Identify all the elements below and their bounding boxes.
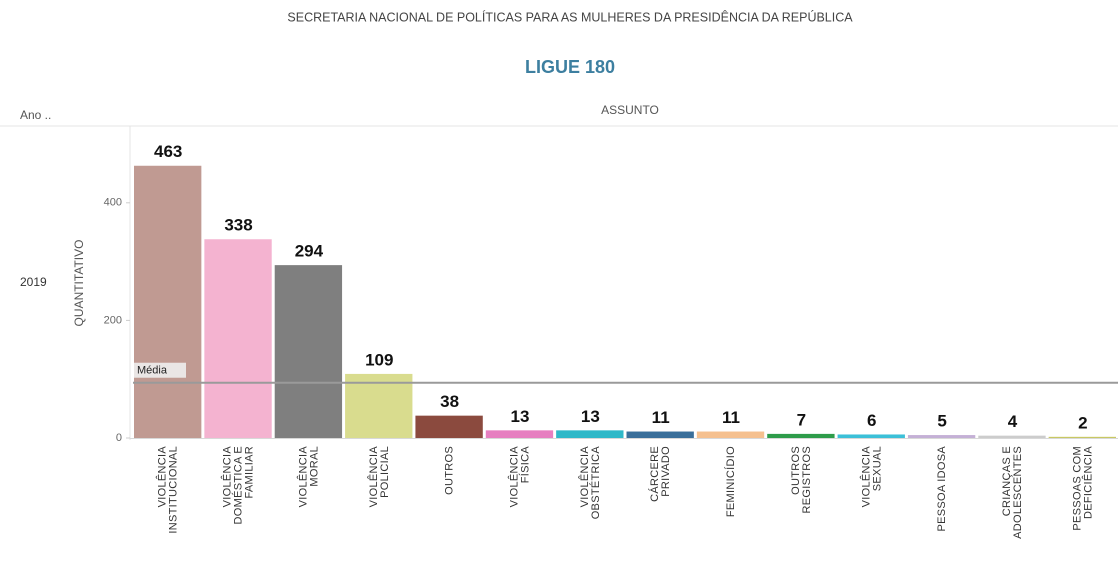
value-label: 5	[937, 412, 946, 431]
reference-label: Média	[137, 365, 168, 377]
bar	[626, 431, 694, 438]
x-tick-label: VIOLÊNCIAMORAL	[296, 446, 320, 508]
bar	[1048, 436, 1116, 438]
bar	[415, 415, 483, 438]
x-tick-label: FEMINICÍDIO	[724, 446, 737, 517]
value-label: 2	[1078, 413, 1087, 432]
value-label: 7	[797, 410, 806, 429]
x-tick-label: VIOLÊNCIAPOLICIAL	[367, 446, 391, 508]
page-title: SECRETARIA NACIONAL DE POLÍTICAS PARA AS…	[287, 9, 853, 24]
value-label: 38	[440, 392, 459, 411]
y-tick-label: 200	[104, 314, 122, 326]
bar	[274, 265, 343, 438]
bar	[696, 431, 765, 438]
x-tick-label: CRIANÇAS EADOLESCENTES	[1001, 446, 1024, 539]
x-tick-label: VIOLÊNCIADOMÉSTICA EFAMILIAR	[220, 446, 255, 525]
value-label: 294	[295, 242, 324, 261]
reference-label-bg	[134, 362, 186, 378]
x-tick-label: PESSOAS COMDEFICIÊNCIA	[1071, 446, 1094, 531]
bar	[767, 433, 835, 438]
y-tick-label: 0	[116, 432, 122, 444]
column-header: ASSUNTO	[601, 103, 659, 117]
row-value: 2019	[20, 275, 47, 289]
value-label: 13	[581, 407, 600, 426]
value-label: 463	[154, 142, 182, 161]
x-tick-label: VIOLÊNCIASEXUAL	[859, 446, 883, 508]
y-tick-label: 400	[104, 197, 122, 209]
x-tick-label: VIOLÊNCIAINSTITUCIONAL	[156, 446, 180, 534]
bar	[485, 430, 554, 438]
x-tick-label: OUTROS	[444, 446, 456, 495]
value-label: 109	[365, 350, 393, 369]
value-label: 13	[511, 407, 530, 426]
value-label: 11	[652, 408, 670, 427]
value-label: 4	[1008, 412, 1018, 431]
x-tick-label: VIOLÊNCIAOBSTÉTRICA	[578, 446, 602, 520]
bar	[134, 165, 202, 439]
bar	[556, 430, 624, 438]
value-label: 338	[224, 216, 252, 235]
bar	[907, 435, 976, 438]
bar	[204, 239, 272, 438]
row-header: Ano ..	[20, 108, 51, 122]
subtitle: LIGUE 180	[525, 57, 615, 77]
x-tick-label: PESSOA IDOSA	[936, 446, 948, 532]
bar	[345, 373, 413, 438]
x-tick-label: OUTROSREGISTROS	[790, 446, 813, 514]
y-axis-label: QUANTITATIVO	[72, 240, 86, 327]
bar	[978, 435, 1046, 438]
bar	[837, 434, 905, 438]
x-tick-label: VIOLÊNCIAFÍSICA	[507, 446, 531, 508]
x-tick-label: CÁRCEREPRIVADO	[648, 446, 672, 502]
value-label: 11	[722, 408, 740, 427]
value-label: 6	[867, 411, 876, 430]
